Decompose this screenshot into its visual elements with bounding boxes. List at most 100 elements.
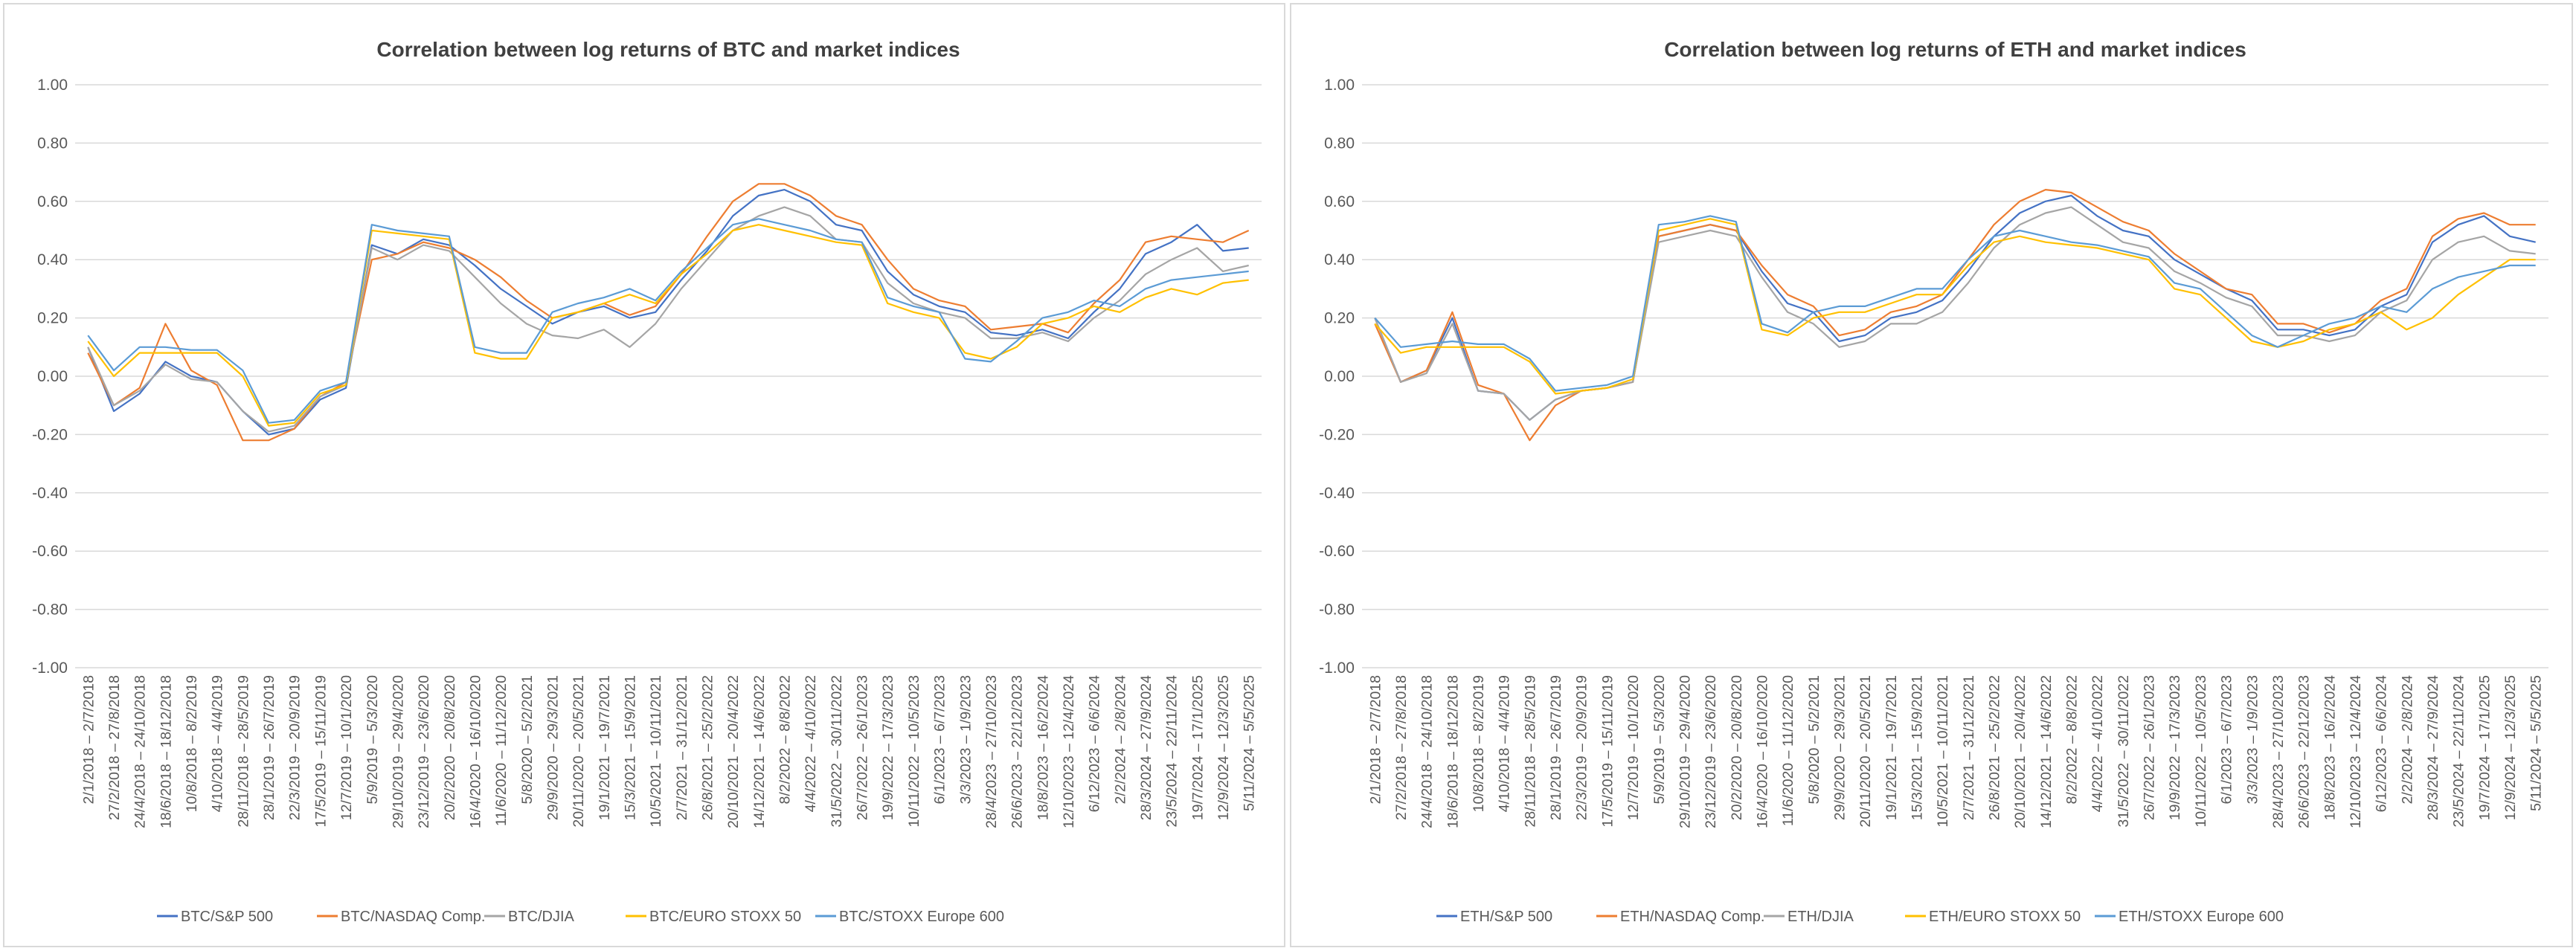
btc-x-tick-label: 5/9/2019 – 5/3/2020: [364, 675, 381, 805]
btc-y-tick-label: 0.00: [37, 368, 68, 385]
btc-y-tick-label: -0.60: [32, 543, 68, 560]
eth-x-tick-label: 2/2/2024 – 2/8/2024: [2399, 675, 2415, 805]
btc-x-tick-label: 2/1/2018 – 2/7/2018: [80, 675, 97, 805]
btc-x-tick-label: 24/4/2018 – 24/10/2018: [132, 675, 149, 828]
btc-x-tick-label: 12/7/2019 – 10/1/2020: [338, 675, 355, 820]
btc-y-tick-label: -0.40: [32, 485, 68, 502]
btc-x-tick-label: 8/2/2022 – 8/8/2022: [777, 675, 794, 805]
btc-x-tick-label: 28/1/2019 – 26/7/2019: [261, 675, 277, 820]
btc-x-tick-label: 23/12/2019 – 23/6/2020: [416, 675, 432, 828]
eth-x-tick-label: 23/5/2024 – 22/11/2024: [2451, 675, 2467, 828]
eth-x-tick-label: 22/3/2019 – 20/9/2019: [1574, 675, 1590, 820]
btc-y-tick-label: -1.00: [32, 660, 68, 677]
eth-x-tick-label: 5/11/2024 – 5/5/2025: [2528, 675, 2545, 811]
eth-x-tick-label: 8/2/2022 – 8/8/2022: [2064, 675, 2081, 805]
eth-x-tick-label: 10/5/2021 – 10/11/2021: [1935, 675, 1951, 828]
btc-series-line-btc-sandp-500: [87, 189, 1249, 436]
eth-y-tick-label: 0.00: [1324, 368, 1355, 385]
eth-y-tick-label: 0.40: [1324, 251, 1355, 268]
btc-correlation-chart-panel: Correlation between log returns of BTC a…: [3, 3, 1285, 947]
btc-x-tick-label: 20/2/2020 – 20/8/2020: [442, 675, 458, 820]
btc-correlation-chart: Correlation between log returns of BTC a…: [32, 38, 1262, 925]
btc-x-tick-label: 6/1/2023 – 6/7/2023: [932, 675, 948, 805]
eth-y-tick-label: -0.40: [1319, 485, 1355, 502]
eth-series-line-eth-nasdaq-comp: [1374, 189, 2536, 442]
eth-y-tick-label: -0.20: [1319, 426, 1355, 443]
btc-legend-label-btc-nasdaq-comp: BTC/NASDAQ Comp.: [341, 909, 485, 925]
eth-x-tick-label: 19/7/2024 – 17/1/2025: [2476, 675, 2493, 820]
eth-x-tick-label: 20/10/2021 – 20/4/2022: [2012, 675, 2029, 828]
eth-correlation-chart-panel: Correlation between log returns of ETH a…: [1290, 3, 2573, 947]
btc-legend-label-btc-euro-stoxx-50: BTC/EURO STOXX 50: [649, 909, 801, 925]
btc-x-tick-label: 18/6/2018 – 18/12/2018: [158, 675, 174, 828]
eth-y-tick-label: 0.60: [1324, 193, 1355, 210]
eth-x-tick-label: 10/8/2018 – 8/2/2019: [1471, 675, 1487, 812]
btc-series-line-btc-djia: [87, 206, 1249, 433]
btc-x-tick-label: 18/8/2023 – 16/2/2024: [1035, 675, 1051, 820]
eth-x-tick-label: 18/8/2023 – 16/2/2024: [2322, 675, 2338, 820]
btc-x-tick-label: 14/12/2021 – 14/6/2022: [751, 675, 768, 828]
eth-x-tick-label: 10/11/2022 – 10/5/2023: [2193, 675, 2209, 828]
eth-series-line-eth-euro-stoxx-50: [1374, 218, 2536, 395]
eth-y-tick-label: 0.80: [1324, 135, 1355, 152]
btc-x-tick-label: 6/12/2023 – 6/6/2024: [1087, 675, 1103, 812]
btc-x-tick-label: 10/8/2018 – 8/2/2019: [184, 675, 200, 812]
eth-x-tick-label: 20/11/2020 – 20/5/2021: [1857, 675, 1874, 828]
btc-legend-label-btc-djia: BTC/DJIA: [508, 909, 575, 925]
eth-x-tick-label: 26/7/2022 – 26/1/2023: [2142, 675, 2158, 820]
btc-x-tick-label: 4/10/2018 – 4/4/2019: [210, 675, 226, 812]
btc-x-tick-label: 12/10/2023 – 12/4/2024: [1061, 675, 1077, 828]
eth-y-tick-label: -0.60: [1319, 543, 1355, 560]
btc-x-tick-label: 29/10/2019 – 29/4/2020: [390, 675, 406, 828]
eth-y-tick-label: 0.20: [1324, 310, 1355, 327]
btc-legend-label-btc-stoxx-europe-600: BTC/STOXX Europe 600: [839, 909, 1004, 925]
btc-x-tick-label: 19/9/2022 – 17/3/2023: [880, 675, 896, 820]
eth-correlation-chart: Correlation between log returns of ETH a…: [1319, 38, 2548, 925]
eth-y-tick-label: -0.80: [1319, 602, 1355, 619]
eth-x-tick-label: 29/9/2020 – 29/3/2021: [1831, 675, 1848, 820]
eth-x-tick-label: 28/3/2024 – 27/9/2024: [2425, 675, 2441, 820]
eth-x-tick-label: 14/12/2021 – 14/6/2022: [2038, 675, 2055, 828]
btc-x-tick-label: 27/2/2018 – 27/8/2018: [106, 675, 123, 820]
btc-x-tick-label: 26/7/2022 – 26/1/2023: [855, 675, 871, 820]
eth-x-tick-label: 18/6/2018 – 18/12/2018: [1445, 675, 1461, 828]
eth-x-tick-label: 6/12/2023 – 6/6/2024: [2374, 675, 2390, 812]
btc-x-tick-label: 16/4/2020 – 16/10/2020: [467, 675, 484, 828]
btc-x-tick-label: 23/5/2024 – 22/11/2024: [1164, 675, 1181, 828]
eth-x-tick-label: 12/9/2024 – 12/3/2025: [2502, 675, 2519, 820]
eth-x-tick-label: 2/7/2021 – 31/12/2021: [1961, 675, 1977, 820]
btc-y-tick-label: 0.60: [37, 193, 68, 210]
eth-x-tick-label: 4/10/2018 – 4/4/2019: [1497, 675, 1513, 812]
eth-series-line-eth-djia: [1374, 206, 2536, 421]
btc-x-tick-label: 20/10/2021 – 20/4/2022: [725, 675, 742, 828]
btc-x-tick-label: 10/11/2022 – 10/5/2023: [906, 675, 922, 828]
eth-x-tick-label: 19/1/2021 – 19/7/2021: [1883, 675, 1900, 820]
eth-x-tick-label: 6/1/2023 – 6/7/2023: [2219, 675, 2235, 805]
btc-y-tick-label: 1.00: [37, 77, 68, 94]
btc-series-line-btc-euro-stoxx-50: [87, 224, 1249, 427]
eth-legend-label-eth-euro-stoxx-50: ETH/EURO STOXX 50: [1929, 909, 2081, 925]
btc-series-line-btc-stoxx-europe-600: [87, 218, 1249, 424]
btc-series-line-btc-nasdaq-comp: [87, 183, 1250, 442]
btc-x-tick-label: 10/5/2021 – 10/11/2021: [648, 675, 664, 828]
eth-x-tick-label: 28/4/2023 – 27/10/2023: [2270, 675, 2287, 828]
btc-y-tick-label: 0.80: [37, 135, 68, 152]
btc-chart-title: Correlation between log returns of BTC a…: [376, 38, 960, 61]
btc-x-tick-label: 5/8/2020 – 5/2/2021: [519, 675, 536, 805]
eth-x-tick-label: 2/1/2018 – 2/7/2018: [1367, 675, 1384, 805]
eth-x-tick-label: 28/1/2019 – 26/7/2019: [1548, 675, 1564, 820]
btc-x-tick-label: 26/6/2023 – 22/12/2023: [1009, 675, 1026, 828]
eth-legend-label-eth-nasdaq-comp: ETH/NASDAQ Comp.: [1620, 909, 1764, 925]
btc-x-tick-label: 15/3/2021 – 15/9/2021: [622, 675, 638, 820]
btc-y-tick-label: 0.40: [37, 251, 68, 268]
eth-x-tick-label: 26/8/2021 – 25/2/2022: [1987, 675, 2003, 820]
btc-x-tick-label: 19/1/2021 – 19/7/2021: [597, 675, 613, 820]
btc-x-tick-label: 11/6/2020 – 11/12/2020: [493, 675, 510, 826]
eth-x-tick-label: 12/10/2023 – 12/4/2024: [2348, 675, 2364, 828]
btc-x-tick-label: 22/3/2019 – 20/9/2019: [287, 675, 303, 820]
eth-x-tick-label: 16/4/2020 – 16/10/2020: [1754, 675, 1770, 828]
btc-x-tick-label: 4/4/2022 – 4/10/2022: [803, 675, 819, 812]
eth-x-tick-label: 3/3/2023 – 1/9/2023: [2244, 675, 2261, 805]
btc-x-tick-label: 12/9/2024 – 12/3/2025: [1215, 675, 1232, 820]
btc-x-tick-label: 31/5/2022 – 30/11/2022: [829, 675, 845, 828]
